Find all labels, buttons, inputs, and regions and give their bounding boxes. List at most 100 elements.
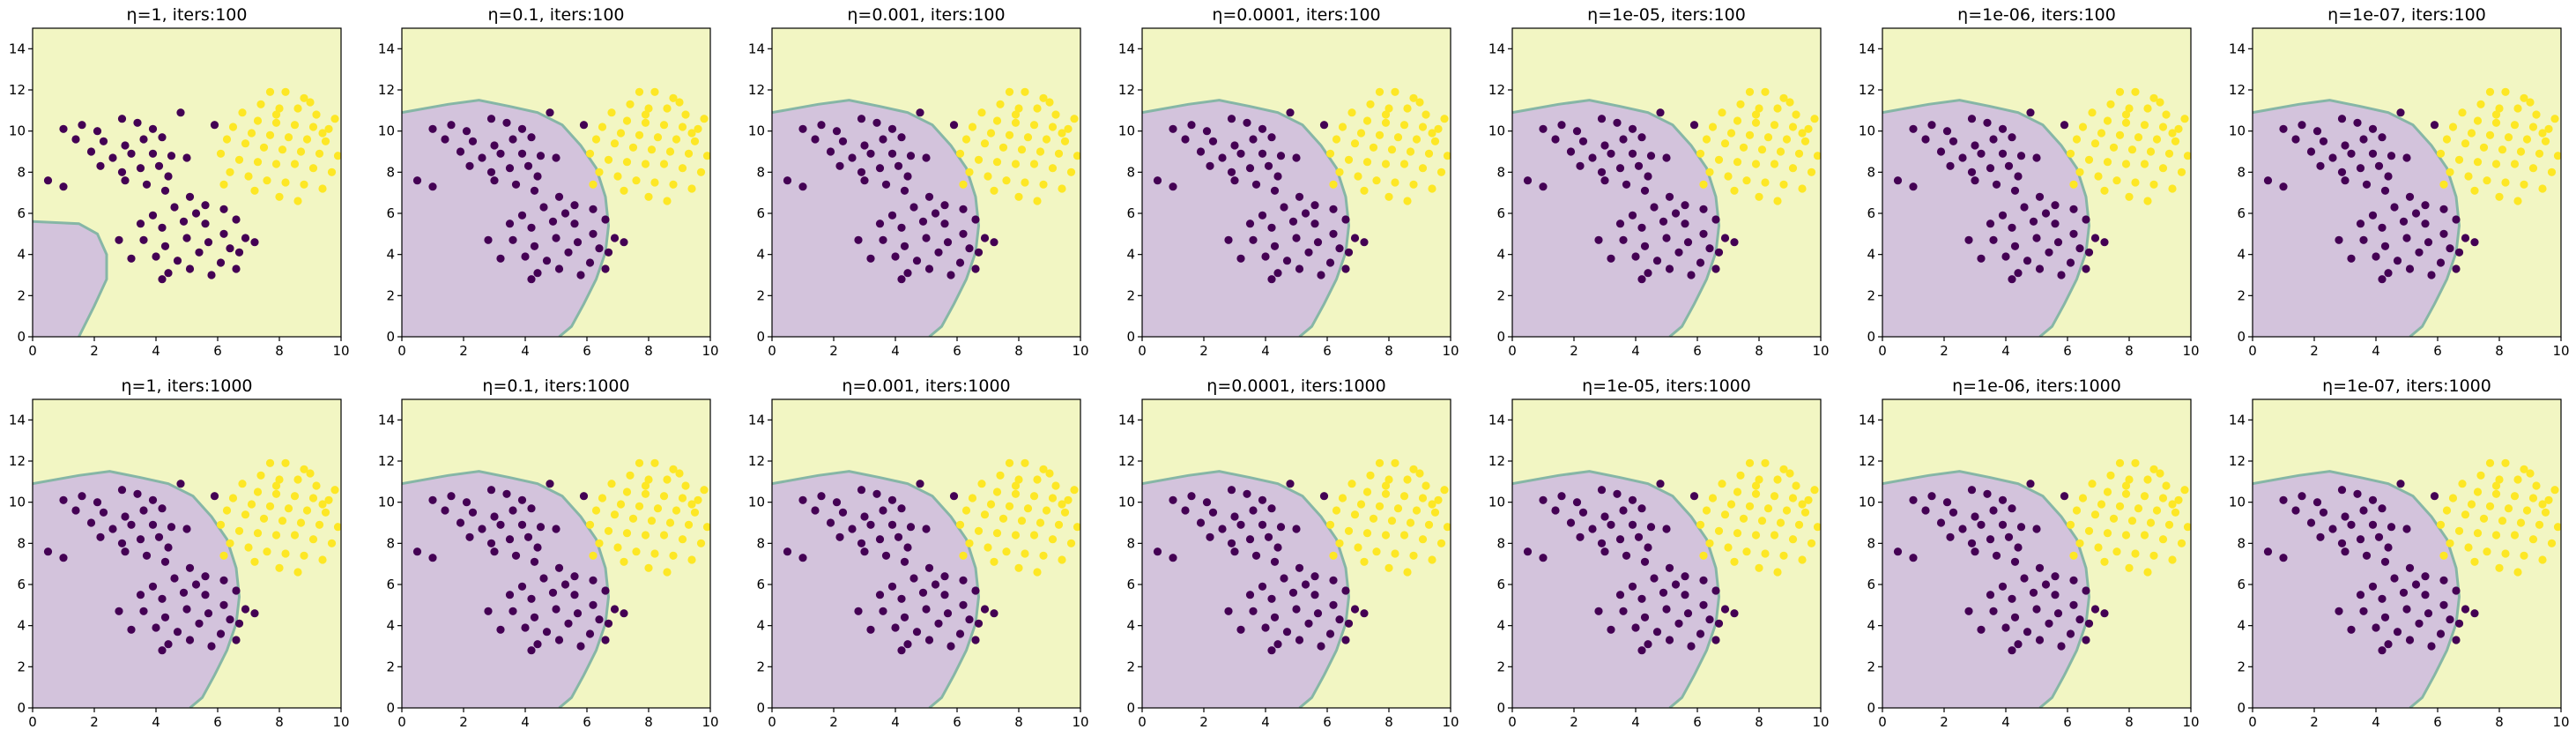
point-class0 xyxy=(2380,242,2390,250)
point-class0 xyxy=(185,264,195,273)
point-class1 xyxy=(1362,488,1372,496)
point-class0 xyxy=(2084,619,2094,628)
point-class1 xyxy=(1785,469,1794,478)
point-class0 xyxy=(2075,244,2084,253)
point-class0 xyxy=(2421,201,2430,210)
x-tick-label: 6 xyxy=(213,714,222,730)
point-class0 xyxy=(2384,543,2393,552)
point-class0 xyxy=(158,275,167,284)
point-class0 xyxy=(1236,254,1245,263)
point-class1 xyxy=(1021,458,1029,467)
point-class0 xyxy=(1335,615,1344,624)
point-class0 xyxy=(2421,591,2430,599)
point-class0 xyxy=(548,588,558,597)
y-tick-label: 8 xyxy=(1496,535,1505,551)
point-class1 xyxy=(2501,178,2510,187)
point-class1 xyxy=(1385,475,1393,484)
point-class1 xyxy=(2125,563,2134,572)
point-class1 xyxy=(1054,520,1064,529)
point-class1 xyxy=(1424,149,1434,158)
point-class1 xyxy=(1751,481,1761,490)
point-class0 xyxy=(1578,137,1588,145)
point-class0 xyxy=(589,576,598,584)
point-class1 xyxy=(284,504,293,513)
point-class0 xyxy=(1295,264,1304,273)
point-class0 xyxy=(1270,613,1280,622)
point-class0 xyxy=(1282,628,1292,636)
decision-boundary xyxy=(1882,99,2091,337)
point-class0 xyxy=(2004,161,2014,170)
point-class0 xyxy=(2384,172,2393,181)
y-tick-label: 0 xyxy=(1126,700,1135,716)
point-class0 xyxy=(139,607,148,615)
point-class0 xyxy=(1267,275,1276,284)
point-class1 xyxy=(1045,469,1054,478)
point-class1 xyxy=(219,180,228,189)
point-class1 xyxy=(2072,135,2082,144)
point-class0 xyxy=(2384,640,2393,649)
y-tick-label: 6 xyxy=(17,577,26,592)
point-class0 xyxy=(2402,525,2411,533)
point-class0 xyxy=(412,176,422,185)
point-class1 xyxy=(1033,104,1042,113)
point-class1 xyxy=(984,172,992,181)
point-class0 xyxy=(530,613,539,622)
y-tick-label: 4 xyxy=(1867,247,1875,263)
point-class0 xyxy=(1600,176,1609,185)
point-class1 xyxy=(1751,489,1761,498)
point-class1 xyxy=(1045,98,1054,107)
point-class0 xyxy=(854,607,863,615)
point-class0 xyxy=(2356,164,2365,173)
point-class1 xyxy=(2125,104,2134,113)
point-class1 xyxy=(1385,104,1393,113)
point-class1 xyxy=(2196,168,2204,176)
point-class0 xyxy=(179,588,189,597)
point-class0 xyxy=(1276,523,1286,532)
point-class1 xyxy=(659,492,669,501)
point-class1 xyxy=(1048,123,1058,131)
point-class0 xyxy=(96,161,105,170)
point-class1 xyxy=(2115,130,2125,139)
point-class1 xyxy=(2473,488,2483,496)
point-class0 xyxy=(2452,215,2461,224)
point-class1 xyxy=(2140,160,2149,168)
point-class1 xyxy=(1443,152,1451,160)
point-class1 xyxy=(665,518,675,527)
point-class0 xyxy=(1267,504,1276,513)
point-class0 xyxy=(2390,574,2399,583)
point-class0 xyxy=(971,264,980,273)
point-class0 xyxy=(2430,492,2439,501)
point-class0 xyxy=(121,547,130,556)
decision-boundary xyxy=(1512,470,1721,708)
point-class0 xyxy=(2337,115,2347,123)
point-class1 xyxy=(700,486,709,495)
point-class1 xyxy=(992,488,1002,496)
point-class0 xyxy=(891,252,900,261)
point-class0 xyxy=(2393,257,2402,265)
point-class0 xyxy=(798,554,807,562)
point-class0 xyxy=(1249,235,1258,244)
point-class0 xyxy=(2378,133,2387,142)
point-class1 xyxy=(1036,518,1045,527)
x-tick-label: 4 xyxy=(521,343,530,359)
point-class0 xyxy=(1276,152,1286,160)
point-class1 xyxy=(2464,172,2473,181)
point-class1 xyxy=(653,504,663,513)
point-class1 xyxy=(271,489,281,498)
point-class0 xyxy=(1280,203,1288,212)
point-class1 xyxy=(1399,121,1409,130)
point-class1 xyxy=(1381,160,1391,168)
point-class1 xyxy=(1329,551,1338,560)
point-class1 xyxy=(226,539,234,547)
point-class1 xyxy=(1403,568,1412,577)
point-class0 xyxy=(1169,124,1177,133)
point-class1 xyxy=(2550,486,2559,495)
point-class0 xyxy=(1304,248,1313,257)
point-class0 xyxy=(521,252,530,261)
point-class0 xyxy=(610,234,620,242)
point-class1 xyxy=(1434,124,1443,133)
point-class0 xyxy=(1557,121,1566,130)
point-class1 xyxy=(265,502,275,510)
point-class0 xyxy=(554,192,564,201)
